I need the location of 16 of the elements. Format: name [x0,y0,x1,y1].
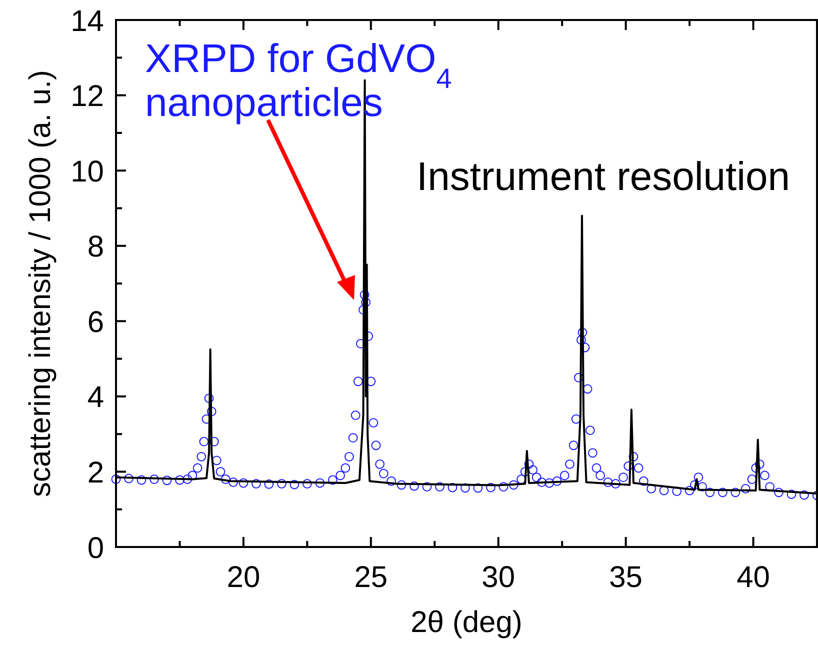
x-tick-label: 40 [736,561,770,594]
x-tick-label: 25 [354,561,388,594]
series-label: Instrument resolution [416,155,790,199]
y-tick-label: 0 [87,532,104,565]
y-tick-label: 8 [87,230,104,264]
x-tick-label: 30 [482,561,516,594]
y-axis-title: scattering intensity / 1000 (a. u.) [24,70,57,497]
x-tick-label: 35 [609,561,643,594]
y-tick-label: 4 [87,381,104,414]
y-tick-label: 6 [87,306,104,339]
x-tick-label: 20 [226,561,260,594]
y-tick-label: 10 [70,155,104,188]
y-tick-label: 14 [70,4,104,38]
y-tick-label: 2 [87,456,104,490]
x-axis-title: 2θ (deg) [410,606,522,639]
y-tick-label: 12 [70,80,104,114]
